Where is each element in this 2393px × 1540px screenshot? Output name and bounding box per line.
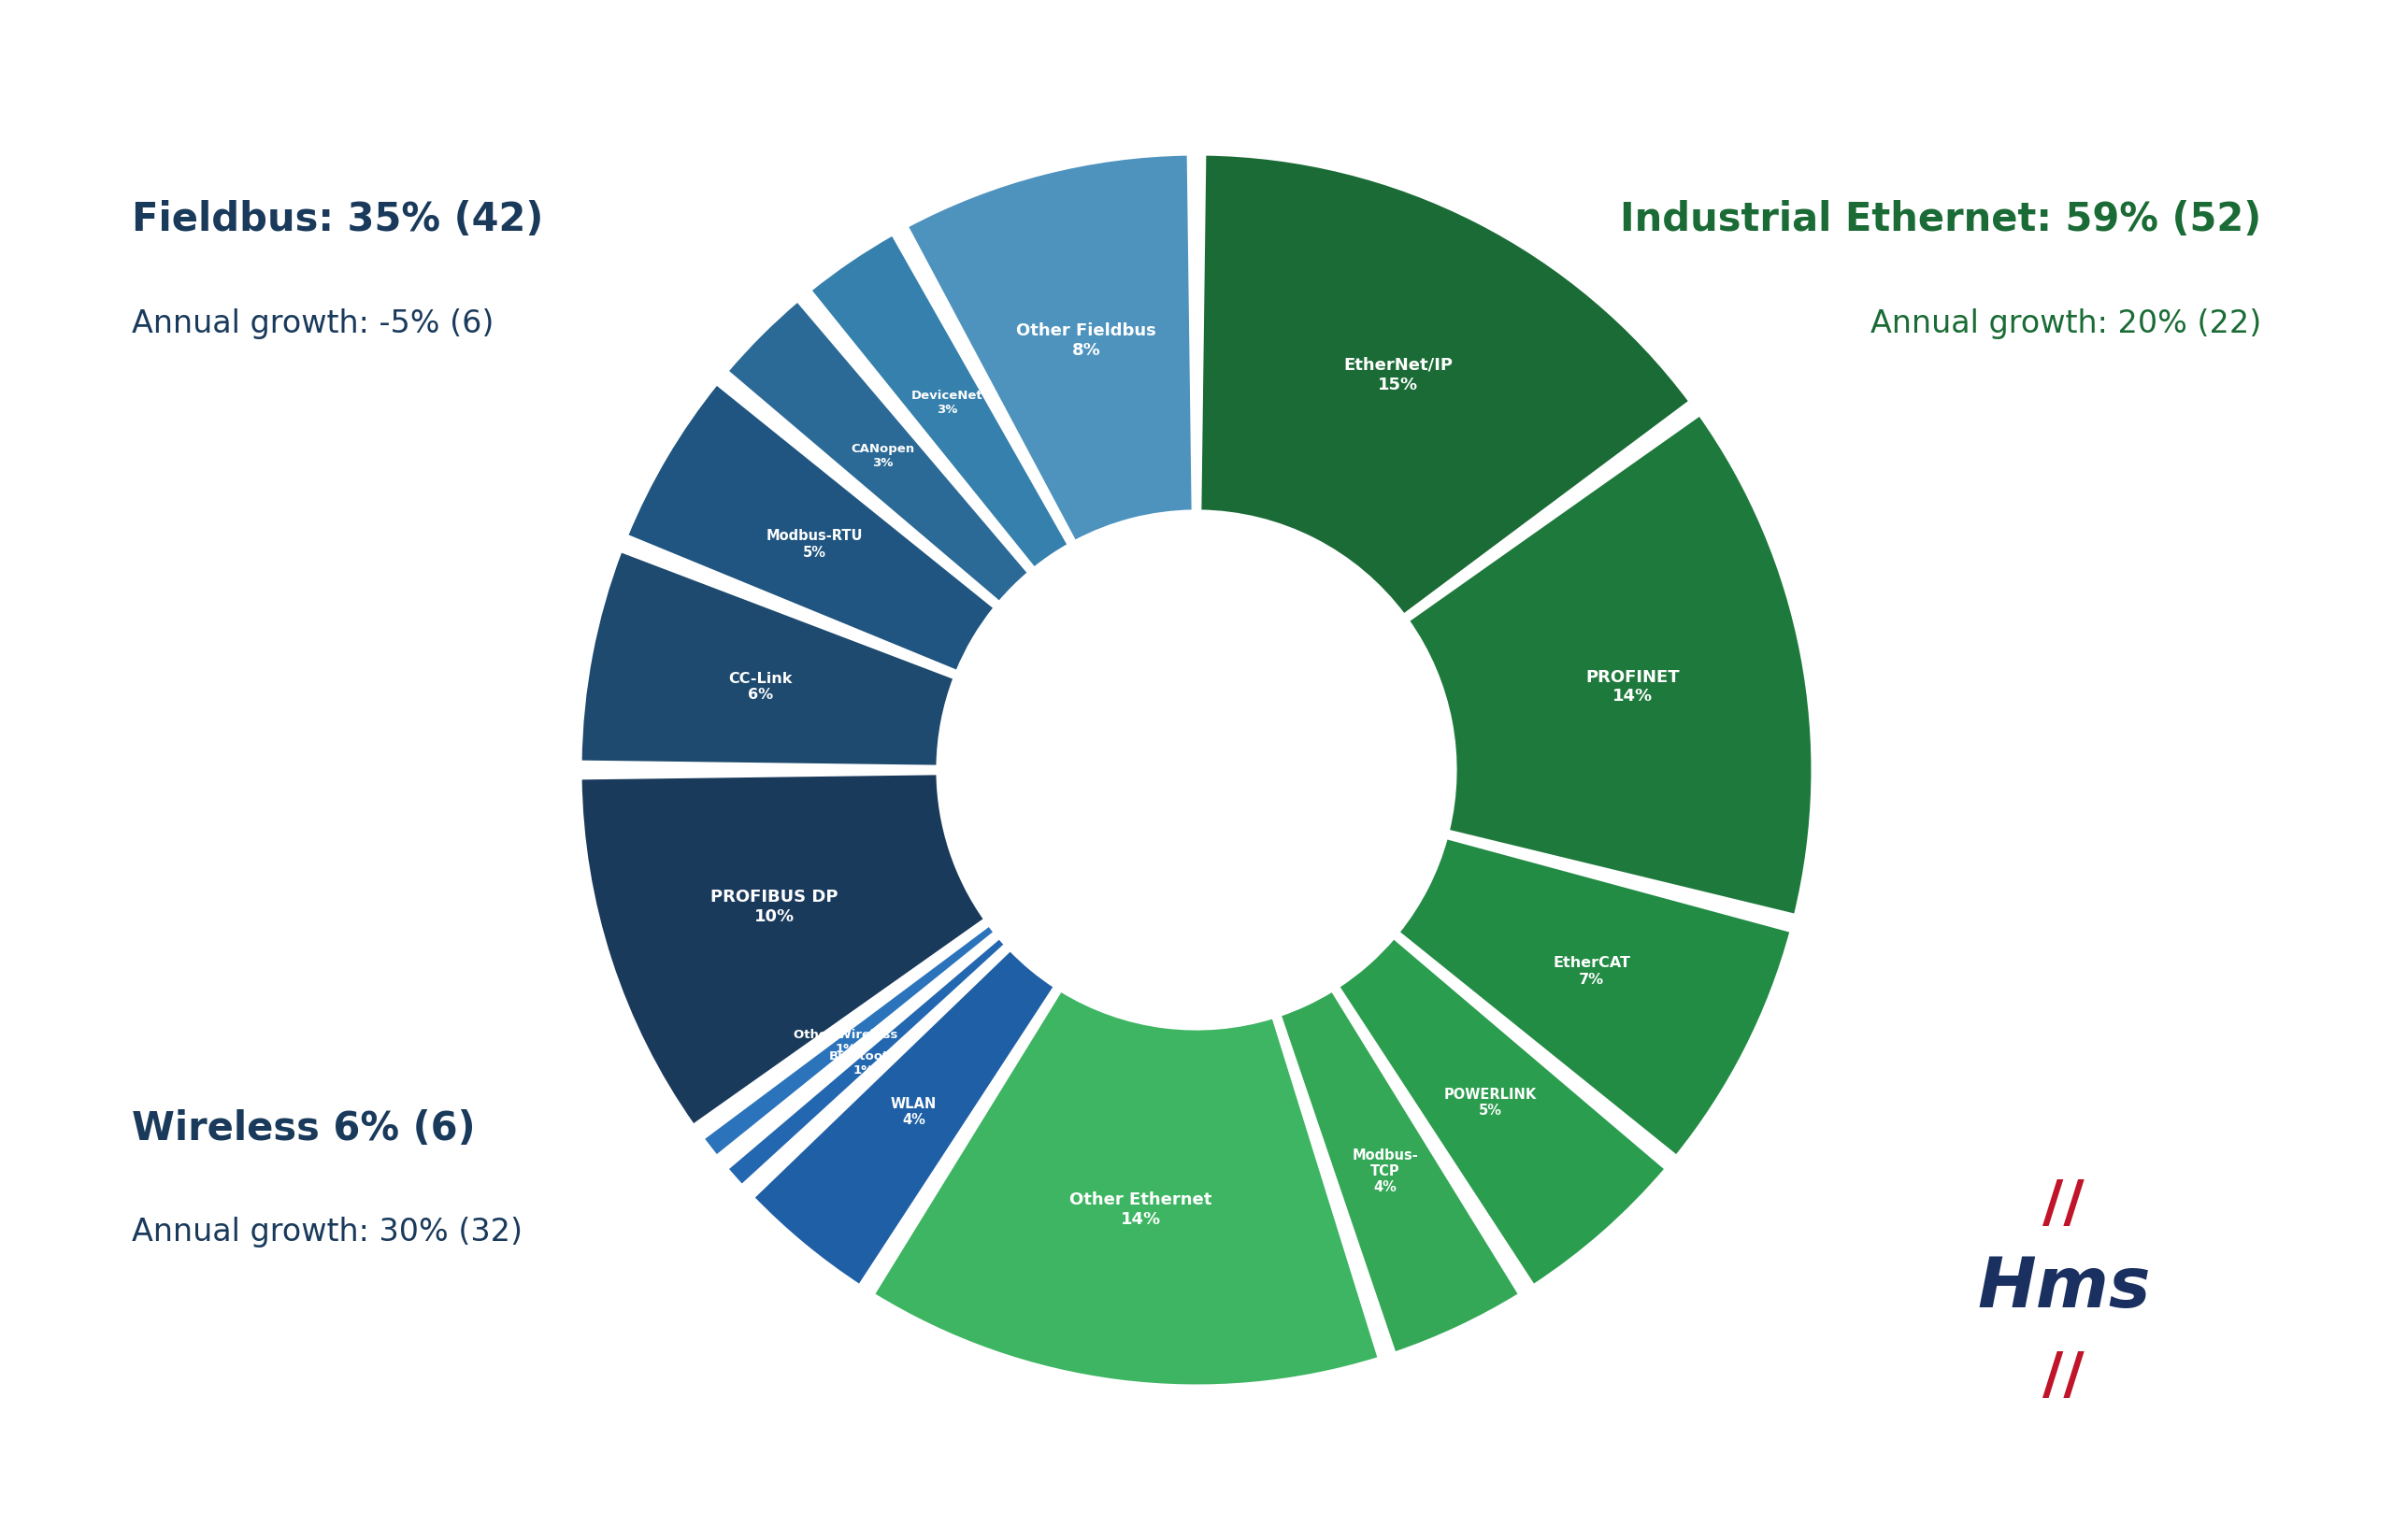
Wedge shape <box>907 154 1194 542</box>
Text: Wireless 6% (6): Wireless 6% (6) <box>132 1109 476 1147</box>
Wedge shape <box>873 990 1378 1386</box>
Text: DeviceNet
3%: DeviceNet 3% <box>912 390 984 416</box>
Wedge shape <box>727 300 1029 602</box>
Text: POWERLINK
5%: POWERLINK 5% <box>1443 1087 1536 1118</box>
Text: Annual growth: -5% (6): Annual growth: -5% (6) <box>132 308 493 339</box>
Text: CANopen
3%: CANopen 3% <box>852 444 914 470</box>
Text: WLAN
4%: WLAN 4% <box>890 1096 936 1127</box>
Text: Industrial Ethernet: 59% (52): Industrial Ethernet: 59% (52) <box>1620 200 2261 239</box>
Wedge shape <box>581 551 955 767</box>
Wedge shape <box>1280 990 1520 1354</box>
Text: Annual growth: 30% (32): Annual growth: 30% (32) <box>132 1217 522 1247</box>
Text: CC-Link
6%: CC-Link 6% <box>730 671 792 702</box>
Text: //: // <box>2044 1177 2084 1232</box>
Text: Modbus-
TCP
4%: Modbus- TCP 4% <box>1352 1147 1419 1195</box>
Text: PROFIBUS DP
10%: PROFIBUS DP 10% <box>711 889 838 926</box>
Wedge shape <box>1398 838 1792 1157</box>
Text: //: // <box>2044 1349 2084 1404</box>
Wedge shape <box>809 234 1070 568</box>
Text: Hms: Hms <box>1977 1254 2151 1323</box>
Wedge shape <box>1199 154 1689 614</box>
Text: Other Ethernet
14%: Other Ethernet 14% <box>1070 1192 1213 1229</box>
Text: EtherNet/IP
15%: EtherNet/IP 15% <box>1342 357 1453 393</box>
Wedge shape <box>754 950 1055 1286</box>
Wedge shape <box>704 926 995 1157</box>
Text: PROFINET
14%: PROFINET 14% <box>1584 668 1680 705</box>
Wedge shape <box>1407 414 1812 915</box>
Text: Bluetooth
1%: Bluetooth 1% <box>830 1050 897 1076</box>
Wedge shape <box>727 938 1005 1186</box>
Text: Other Fieldbus
8%: Other Fieldbus 8% <box>1017 322 1156 359</box>
Wedge shape <box>627 383 995 671</box>
Text: Annual growth: 20% (22): Annual growth: 20% (22) <box>1871 308 2261 339</box>
Text: Fieldbus: 35% (42): Fieldbus: 35% (42) <box>132 200 543 239</box>
Text: Other Wireless
1%: Other Wireless 1% <box>794 1029 897 1055</box>
Text: EtherCAT
7%: EtherCAT 7% <box>1553 956 1630 987</box>
Wedge shape <box>581 773 986 1126</box>
Text: Modbus-RTU
5%: Modbus-RTU 5% <box>766 530 864 559</box>
Wedge shape <box>1338 938 1666 1286</box>
